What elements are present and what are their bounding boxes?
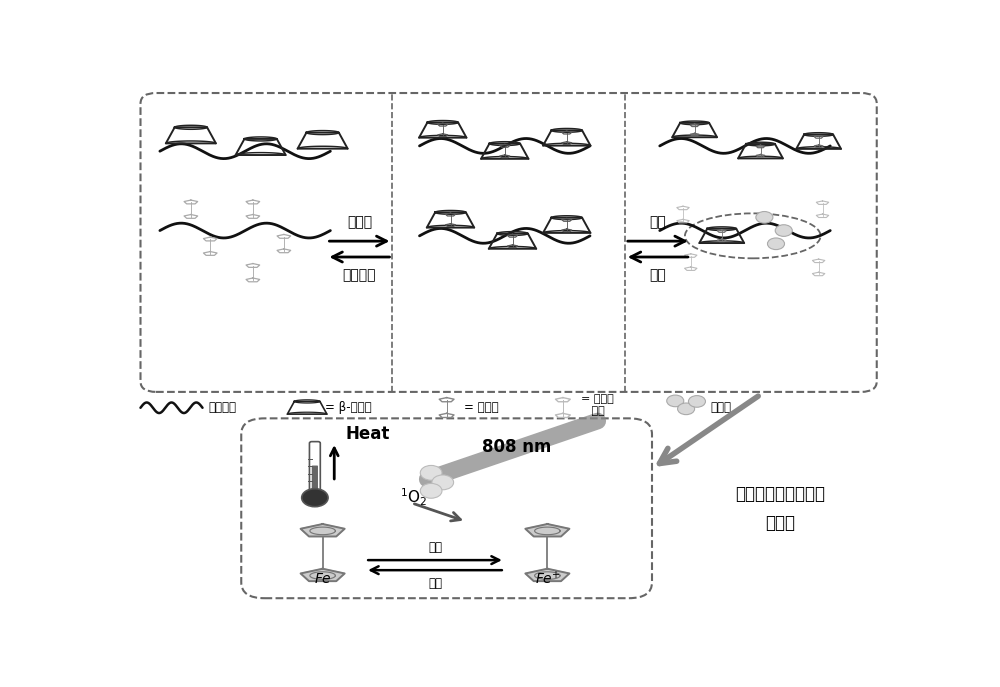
Circle shape xyxy=(756,212,773,223)
Polygon shape xyxy=(525,569,569,581)
Text: 氧化: 氧化 xyxy=(428,541,442,554)
Circle shape xyxy=(667,395,684,407)
Circle shape xyxy=(688,396,705,407)
Text: 808 nm: 808 nm xyxy=(482,438,551,456)
Circle shape xyxy=(420,465,442,480)
Polygon shape xyxy=(301,524,345,537)
Text: 还原: 还原 xyxy=(428,577,442,590)
Text: = 氧化二
   茂铁: = 氧化二 茂铁 xyxy=(581,394,613,416)
Text: Fe: Fe xyxy=(314,572,331,585)
Text: = β-环糊精: = β-环糊精 xyxy=(325,401,372,414)
Polygon shape xyxy=(301,569,345,581)
Text: = 二茂铁: = 二茂铁 xyxy=(464,401,498,414)
Circle shape xyxy=(775,225,792,236)
Text: 剪切变稀: 剪切变稀 xyxy=(343,269,376,282)
Text: Fe$^{+}$: Fe$^{+}$ xyxy=(535,570,560,587)
Text: $^{1}$O$_{2}$: $^{1}$O$_{2}$ xyxy=(400,487,427,508)
Text: 透明质酸: 透明质酸 xyxy=(209,401,237,414)
Circle shape xyxy=(678,403,695,415)
Circle shape xyxy=(432,475,454,490)
Text: 近红外光引起的水凝
胶降解: 近红外光引起的水凝 胶降解 xyxy=(735,484,825,532)
FancyBboxPatch shape xyxy=(312,466,318,495)
Text: 自组装: 自组装 xyxy=(347,216,372,229)
Text: 光敏剂: 光敏剂 xyxy=(710,401,731,414)
Circle shape xyxy=(420,484,442,498)
Text: Heat: Heat xyxy=(346,425,390,443)
Text: 还原: 还原 xyxy=(649,269,666,282)
Circle shape xyxy=(767,238,785,249)
Polygon shape xyxy=(525,524,569,537)
FancyBboxPatch shape xyxy=(309,442,320,495)
Text: 氧化: 氧化 xyxy=(649,216,666,229)
Circle shape xyxy=(302,488,328,507)
